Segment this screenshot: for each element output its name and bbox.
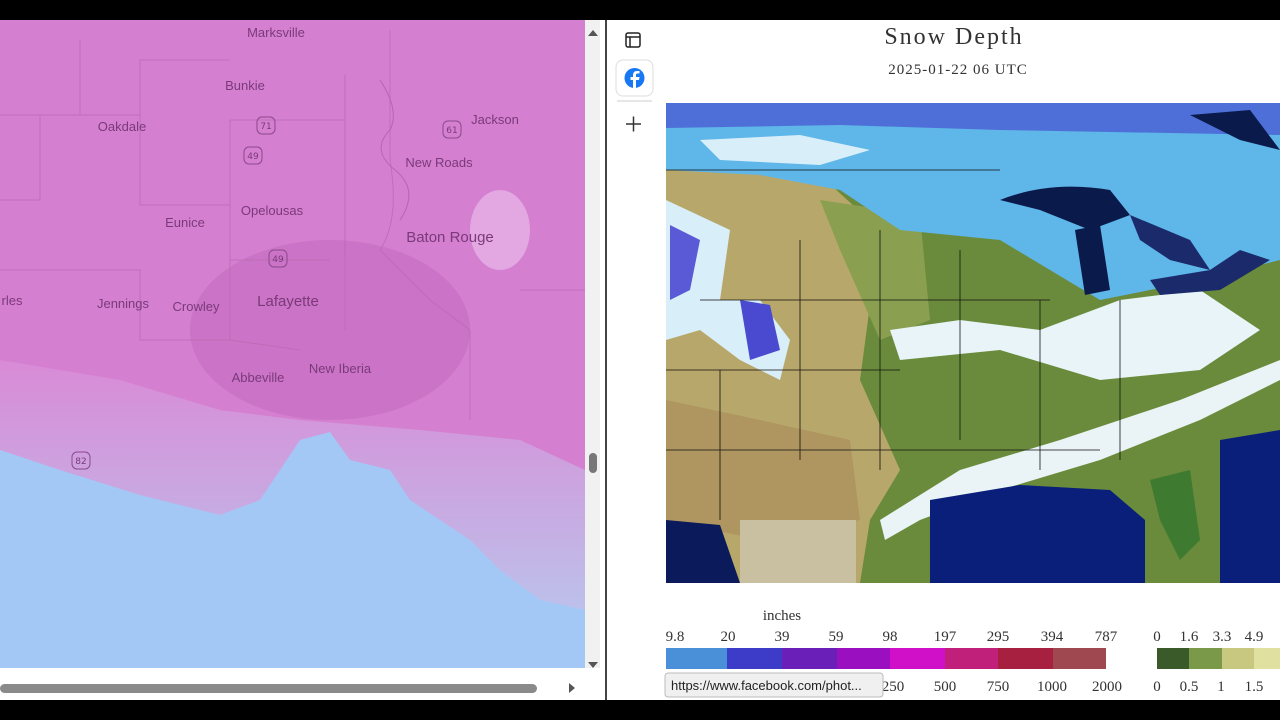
scale-label: 39 bbox=[775, 629, 790, 645]
scale-label: 0.5 bbox=[1180, 679, 1199, 695]
road-shield bbox=[268, 249, 288, 268]
road-shield-label: 82 bbox=[75, 457, 86, 467]
scroll-up[interactable] bbox=[588, 30, 598, 36]
snow-title: Snow Depth bbox=[884, 24, 1023, 50]
place-label: rles bbox=[2, 293, 23, 308]
units-label: inches bbox=[763, 608, 801, 624]
scale-label: 2000 bbox=[1092, 679, 1122, 695]
scale-label: 1000 bbox=[1037, 679, 1067, 695]
v-thumb[interactable] bbox=[589, 453, 597, 473]
road-shield-label: 49 bbox=[272, 255, 284, 265]
scale-label: 197 bbox=[934, 629, 957, 645]
scale-label: 0 bbox=[1153, 629, 1161, 645]
scale-label: 98 bbox=[883, 629, 898, 645]
scale-label: 250 bbox=[882, 679, 905, 695]
scale-label: 750 bbox=[987, 679, 1010, 695]
snow-timestamp: 2025-01-22 06 UTC bbox=[888, 62, 1028, 78]
place-label: Abbeville bbox=[232, 370, 285, 385]
map-shade bbox=[470, 190, 530, 270]
place-label: Jackson bbox=[471, 112, 519, 127]
place-label: Bunkie bbox=[225, 78, 265, 93]
sidebar bbox=[607, 20, 666, 700]
place-label: Jennings bbox=[97, 296, 150, 311]
scroll-down[interactable] bbox=[588, 662, 598, 668]
place-label: Eunice bbox=[165, 215, 205, 230]
road-shield-label: 71 bbox=[260, 122, 271, 132]
scale-label: 295 bbox=[987, 629, 1010, 645]
place-label: Lafayette bbox=[257, 293, 319, 310]
scale-label: 1.5 bbox=[1245, 679, 1264, 695]
place-label: Opelousas bbox=[241, 203, 304, 218]
scale-label: 1.6 bbox=[1180, 629, 1199, 645]
add-button[interactable] bbox=[626, 116, 641, 132]
map[interactable]: Marksville Bunkie Oakdale Jackson New Roads E… bbox=[0, 20, 585, 668]
v-scrollbar[interactable] bbox=[585, 20, 600, 668]
sidebar-icon[interactable] bbox=[625, 32, 641, 48]
road-shield-label: 61 bbox=[446, 126, 457, 136]
road-shield bbox=[243, 146, 263, 165]
road-shield bbox=[71, 451, 91, 470]
place-label: Oakdale bbox=[98, 119, 146, 134]
place-label: New Roads bbox=[405, 155, 473, 170]
bottom-bar bbox=[0, 700, 1280, 720]
h-thumb[interactable] bbox=[0, 684, 537, 693]
map-shade bbox=[190, 240, 470, 420]
map-water bbox=[0, 432, 585, 668]
scroll-right[interactable] bbox=[569, 683, 575, 693]
scale-label: 59 bbox=[829, 629, 844, 645]
scale-label: 500 bbox=[934, 679, 957, 695]
top-bar bbox=[0, 0, 1280, 20]
road-shield bbox=[442, 120, 462, 139]
snow-map bbox=[666, 103, 1280, 583]
scale-label: 394 bbox=[1041, 629, 1064, 645]
place-label: Baton Rouge bbox=[406, 229, 494, 246]
colorbar bbox=[666, 648, 1280, 669]
place-label: New Iberia bbox=[309, 361, 372, 376]
link-tooltip bbox=[664, 672, 884, 698]
scale-label: 9.8 bbox=[666, 629, 685, 645]
scale-label: 0 bbox=[1153, 679, 1161, 695]
divider[interactable] bbox=[605, 20, 607, 700]
scale-label: 1 bbox=[1217, 679, 1225, 695]
place-label: Crowley bbox=[173, 299, 220, 314]
scale-label: 20 bbox=[721, 629, 736, 645]
road-shield bbox=[256, 116, 276, 135]
scale-label: 787 bbox=[1095, 629, 1118, 645]
facebook-glyph bbox=[630, 71, 640, 88]
road-shield-label: 49 bbox=[247, 152, 259, 162]
scale-label: 3.3 bbox=[1213, 629, 1232, 645]
place-label: Marksville bbox=[247, 25, 305, 40]
scale-label: 4.9 bbox=[1245, 629, 1264, 645]
tooltip-text: https://www.facebook.com/phot... bbox=[671, 678, 862, 693]
